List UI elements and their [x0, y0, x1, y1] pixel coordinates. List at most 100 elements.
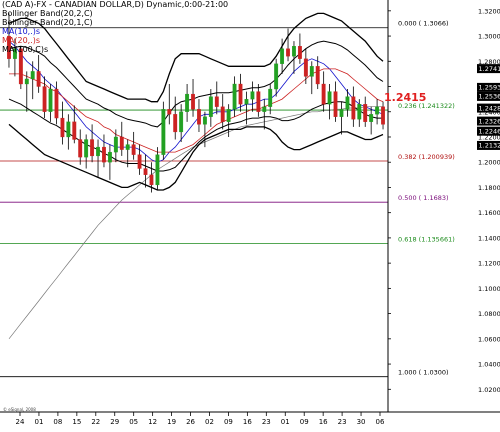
- candle-body: [227, 109, 231, 122]
- fib-label: 0.382 (1.200939): [398, 153, 455, 161]
- candle-body: [251, 92, 255, 100]
- y-tick-label: 1.1000: [478, 285, 500, 293]
- price-tag-label: 1.23263: [479, 117, 500, 125]
- candle-body: [49, 89, 53, 112]
- x-tick-label: 08: [53, 418, 62, 426]
- candle-body: [168, 109, 172, 114]
- candle-body: [233, 84, 237, 109]
- candle-body: [304, 59, 308, 77]
- candle-body: [352, 97, 356, 120]
- candle-body: [274, 64, 278, 89]
- y-tick-label: 1.3000: [478, 33, 500, 41]
- x-tick-label: 16: [243, 418, 252, 426]
- candle-body: [268, 89, 272, 107]
- x-tick-label: 16: [319, 418, 328, 426]
- candle-body: [132, 145, 136, 155]
- candle-body: [363, 104, 367, 122]
- price-tag-label: 1.2246: [479, 127, 500, 135]
- candle-body: [340, 109, 344, 117]
- candle-body: [215, 97, 219, 107]
- x-tick-label: 19: [167, 418, 176, 426]
- x-tick-label: 15: [72, 418, 81, 426]
- x-tick-label: 09: [300, 418, 309, 426]
- y-tick-label: 1.1600: [478, 209, 500, 217]
- fib-label: 0.000 ( 1.3066): [398, 20, 449, 28]
- candle-body: [102, 147, 106, 162]
- y-tick-label: 1.3200: [478, 7, 500, 15]
- candle-body: [37, 71, 41, 86]
- candle-body: [369, 114, 373, 122]
- candle-body: [381, 107, 385, 125]
- price-callout: 1.2415: [384, 91, 426, 104]
- price-tag-label: 1.24288: [479, 104, 500, 112]
- legend-bollinger-20-2: Bollinger Band(20,2,C): [2, 9, 93, 18]
- candle-body: [43, 87, 47, 112]
- x-tick-label: 29: [110, 418, 119, 426]
- candle-body: [197, 109, 201, 124]
- y-tick-label: 1.0600: [478, 335, 500, 343]
- candle-body: [108, 152, 112, 162]
- x-tick-label: 30: [357, 418, 366, 426]
- x-tick-label: 22: [91, 418, 100, 426]
- candle-body: [61, 118, 65, 137]
- candle-body: [203, 117, 207, 125]
- x-tick-label: 06: [376, 418, 385, 426]
- candle-body: [179, 112, 183, 132]
- candle-body: [358, 104, 362, 119]
- candle-body: [286, 49, 290, 57]
- legend-ma-10: MA(10,.)s: [2, 27, 40, 36]
- candle-body: [191, 94, 195, 109]
- candle-body: [78, 140, 82, 158]
- candle-body: [334, 92, 338, 117]
- candle-body: [263, 107, 267, 112]
- x-tick-label: 01: [281, 418, 290, 426]
- candle-body: [120, 137, 124, 150]
- candle-body: [292, 46, 296, 56]
- candle-body: [298, 46, 302, 59]
- y-tick-label: 1.1400: [478, 234, 500, 242]
- x-tick-label: 01: [34, 418, 43, 426]
- candle-body: [316, 66, 320, 84]
- x-tick-label: 26: [186, 418, 195, 426]
- x-tick-label: 02: [205, 418, 214, 426]
- candle-body: [25, 79, 29, 84]
- x-tick-label: 12: [148, 418, 157, 426]
- price-tag-label: 1.27417: [479, 65, 500, 73]
- candle-body: [162, 109, 166, 154]
- candle-body: [375, 107, 379, 115]
- candle-body: [209, 97, 213, 117]
- candle-body: [185, 94, 189, 112]
- y-tick-label: 1.1800: [478, 184, 500, 192]
- candle-body: [156, 155, 160, 185]
- y-tick-label: 1.0800: [478, 310, 500, 318]
- fib-label: 1.000 ( 1.0300): [398, 369, 449, 377]
- candle-body: [310, 66, 314, 76]
- x-tick-label: 23: [338, 418, 347, 426]
- candle-body: [150, 175, 154, 185]
- candle-body: [239, 84, 243, 104]
- y-tick-label: 1.1200: [478, 260, 500, 268]
- candle-body: [328, 92, 332, 105]
- candle-body: [114, 137, 118, 152]
- footer-credit: © eSignal, 2008: [3, 407, 36, 412]
- candle-body: [322, 84, 326, 104]
- candle-body: [96, 147, 100, 156]
- x-tick-label: 24: [16, 418, 25, 426]
- legend-ma-20: MA(20,.)s: [2, 36, 40, 45]
- candle-body: [221, 107, 225, 122]
- candle-body: [90, 140, 94, 156]
- legend-title: (CAD A)-FX - CANADIAN DOLLAR,D) Dynamic,…: [2, 0, 228, 9]
- legend-ma-100: MA(100,C)s: [2, 45, 48, 54]
- candle-body: [138, 155, 142, 169]
- candle-body: [245, 99, 249, 104]
- y-tick-label: 1.2000: [478, 159, 500, 167]
- candle-body: [346, 97, 350, 110]
- legend-bollinger-20-1: Bollinger Band(20,1,C): [2, 18, 93, 27]
- y-tick-label: 1.0200: [478, 386, 500, 394]
- candle-body: [55, 89, 59, 118]
- fib-label: 0.500 ( 1.1683): [398, 194, 449, 202]
- candle-body: [73, 122, 77, 140]
- candle-body: [173, 114, 177, 132]
